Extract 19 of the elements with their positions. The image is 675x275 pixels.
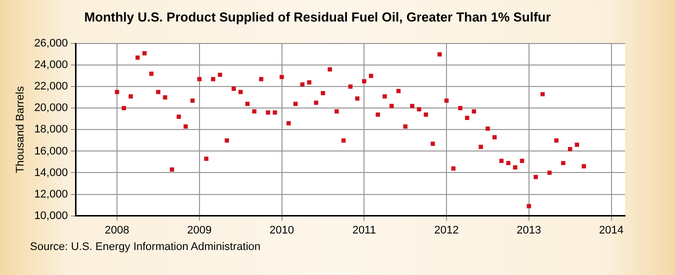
x-tick-label: 2012 (434, 224, 459, 236)
chart-title: Monthly U.S. Product Supplied of Residual Fuel Oil, Greater Than 1% Sulfur (84, 9, 551, 24)
x-tick-label: 2010 (270, 224, 294, 236)
y-tick-label: 18,000 (34, 124, 68, 136)
y-axis-title: Thousand Barrels (14, 86, 27, 174)
y-tick-label: 22,000 (34, 80, 68, 93)
y-tick-label: 14,000 (34, 166, 68, 179)
y-tick-label: 20,000 (34, 102, 68, 114)
x-tick-label: 2009 (187, 224, 212, 236)
x-tick-label: 2008 (104, 224, 130, 236)
y-tick-label: 26,000 (34, 38, 68, 50)
source-note: Source: U.S. Energy Information Administration (30, 241, 260, 253)
y-tick-label: 10,000 (34, 210, 68, 222)
y-tick-label: 16,000 (34, 145, 68, 158)
x-tick-label: 2013 (516, 224, 542, 236)
y-tick-label: 24,000 (34, 59, 68, 72)
x-tick-label: 2011 (352, 224, 376, 236)
y-tick-label: 12,000 (34, 188, 68, 200)
x-tick-label: 2014 (599, 224, 624, 236)
